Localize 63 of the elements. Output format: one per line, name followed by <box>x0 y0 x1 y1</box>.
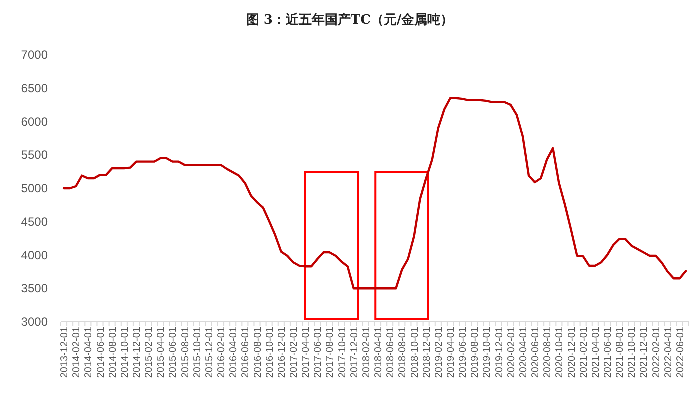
x-tick-label: 2019-12-01 <box>494 326 506 378</box>
x-tick-label: 2017-02-01 <box>288 326 300 378</box>
x-tick-label: 2015-04-01 <box>156 326 168 378</box>
x-tick-label: 2016-08-01 <box>252 326 264 378</box>
y-tick-label: 4500 <box>21 214 48 229</box>
x-tick-label: 2020-04-01 <box>518 326 530 378</box>
x-tick-label: 2020-08-01 <box>542 326 554 378</box>
x-tick-label: 2015-10-01 <box>192 326 204 378</box>
x-tick-label: 2016-06-01 <box>240 326 252 378</box>
x-tick-label: 2014-02-01 <box>72 326 83 378</box>
x-tick-label: 2018-12-01 <box>422 326 433 378</box>
chart-title: 图 3：近五年国产TC（元/金属吨） <box>246 12 454 28</box>
x-tick-label: 2016-02-01 <box>216 326 228 378</box>
x-tick-label: 2021-08-01 <box>615 326 626 378</box>
x-tick-label: 2016-12-01 <box>276 326 288 378</box>
x-tick-label: 2018-02-01 <box>361 326 372 378</box>
x-tick-label: 2017-10-01 <box>337 326 348 378</box>
x-tick-label: 2014-06-01 <box>96 326 107 378</box>
y-tick-label: 4000 <box>21 248 48 262</box>
x-tick-label: 2021-04-01 <box>590 326 602 378</box>
y-tick-label: 6500 <box>21 81 48 96</box>
x-tick-label: 2014-12-01 <box>132 326 143 378</box>
x-tick-label: 2022-02-01 <box>651 326 662 378</box>
x-tick-label: 2016-04-01 <box>228 326 240 378</box>
y-tick-label: 5500 <box>21 148 48 162</box>
x-tick-label: 2021-10-01 <box>627 326 638 378</box>
x-tick-label: 2014-10-01 <box>120 326 131 378</box>
y-tick-label: 3000 <box>21 315 48 329</box>
x-tick-label: 2019-04-01 <box>446 326 457 378</box>
x-tick-label: 2014-08-01 <box>108 326 119 378</box>
x-tick-label: 2015-12-01 <box>204 326 216 378</box>
y-tick-label: 7000 <box>21 48 48 62</box>
x-tick-label: 2017-04-01 <box>301 326 312 378</box>
x-tick-label: 2016-10-01 <box>264 326 276 378</box>
x-tick-label: 2019-08-01 <box>470 326 482 378</box>
x-tick-label: 2018-06-01 <box>386 326 397 378</box>
x-tick-label: 2015-06-01 <box>168 326 180 378</box>
x-tick-label: 2019-06-01 <box>458 326 470 378</box>
x-tick-label: 2020-12-01 <box>566 326 578 378</box>
x-tick-label: 2018-10-01 <box>410 326 421 378</box>
x-tick-label: 2021-12-01 <box>639 326 650 378</box>
x-tick-label: 2018-08-01 <box>398 326 409 378</box>
x-tick-label: 2015-02-01 <box>144 326 156 378</box>
line-series <box>62 97 688 290</box>
x-tick-label: 2019-02-01 <box>434 326 445 378</box>
x-tick-label: 2017-12-01 <box>349 326 360 378</box>
x-tick-label: 2020-10-01 <box>554 326 566 378</box>
x-tick-label: 2020-06-01 <box>530 326 542 378</box>
x-tick-label: 2022-04-01 <box>663 326 674 378</box>
x-tick-label: 2017-06-01 <box>313 326 324 378</box>
x-tick-label: 2020-02-01 <box>506 326 518 378</box>
x-tick-label: 2017-08-01 <box>325 326 336 378</box>
x-tick-label: 2015-08-01 <box>180 326 192 378</box>
x-tick-label: 2019-10-01 <box>482 326 494 378</box>
x-tick-label: 2013-12-01 <box>60 326 71 378</box>
x-tick-label: 2021-06-01 <box>602 326 614 378</box>
x-tick-label: 2018-04-01 <box>374 326 385 378</box>
y-tick-label: 5000 <box>21 182 48 196</box>
x-tick-label: 2022-06-01 <box>675 326 686 378</box>
x-tick-label: 2021-02-01 <box>578 326 590 378</box>
y-tick-label: 3500 <box>21 282 48 296</box>
y-tick-label: 6000 <box>21 114 48 129</box>
x-tick-label: 2014-04-01 <box>84 326 95 378</box>
